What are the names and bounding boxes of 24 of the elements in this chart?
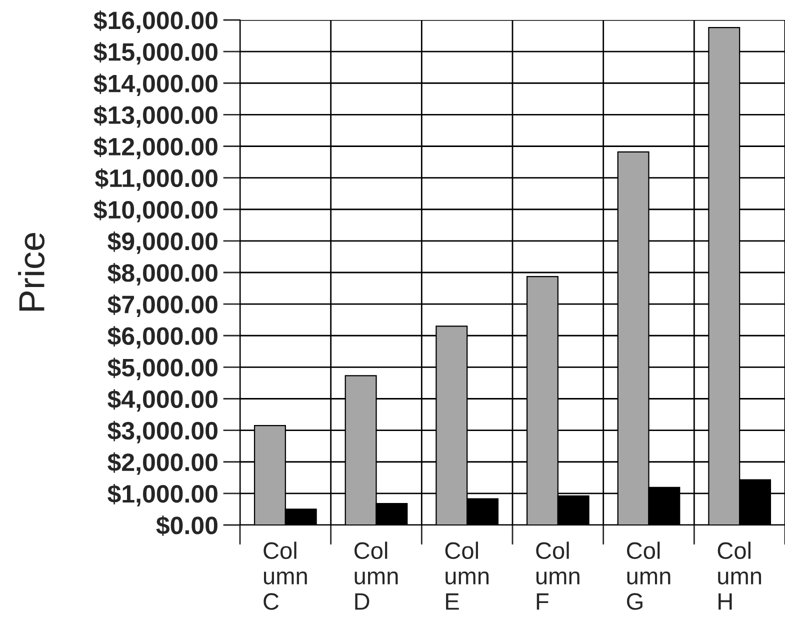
y-tick-label: $9,000.00 [108, 231, 218, 254]
y-tick-label: $4,000.00 [108, 389, 218, 412]
y-tick-label: $6,000.00 [108, 326, 218, 349]
x-tick-label: Col umn G [626, 542, 670, 610]
y-tick-label: $2,000.00 [108, 452, 218, 475]
x-tick-label: Col umn F [536, 542, 580, 610]
y-tick-label: $11,000.00 [95, 168, 218, 191]
y-tick-label: $10,000.00 [94, 200, 218, 222]
y-axis-title: Price [18, 232, 45, 311]
y-tick-label: $8,000.00 [108, 263, 218, 286]
y-tick-label: $0.00 [156, 516, 218, 536]
x-tick-label: Col umn H [718, 542, 762, 610]
y-tick-label: $15,000.00 [94, 42, 218, 64]
x-tick-label: Col umn D [354, 542, 398, 610]
y-tick-label: $7,000.00 [108, 294, 218, 317]
x-tick-label: Col umn E [445, 542, 489, 610]
y-tick-label: $12,000.00 [94, 136, 218, 160]
y-tick-label: $1,000.00 [108, 484, 218, 506]
y-tick-label: $16,000.00 [94, 10, 218, 33]
y-tick-label: $13,000.00 [94, 105, 218, 128]
y-tick-label: $14,000.00 [94, 74, 218, 96]
y-tick-label: $5,000.00 [108, 358, 218, 380]
y-tick-label: $3,000.00 [108, 420, 218, 444]
x-tick-label: Col umn C [264, 542, 307, 610]
